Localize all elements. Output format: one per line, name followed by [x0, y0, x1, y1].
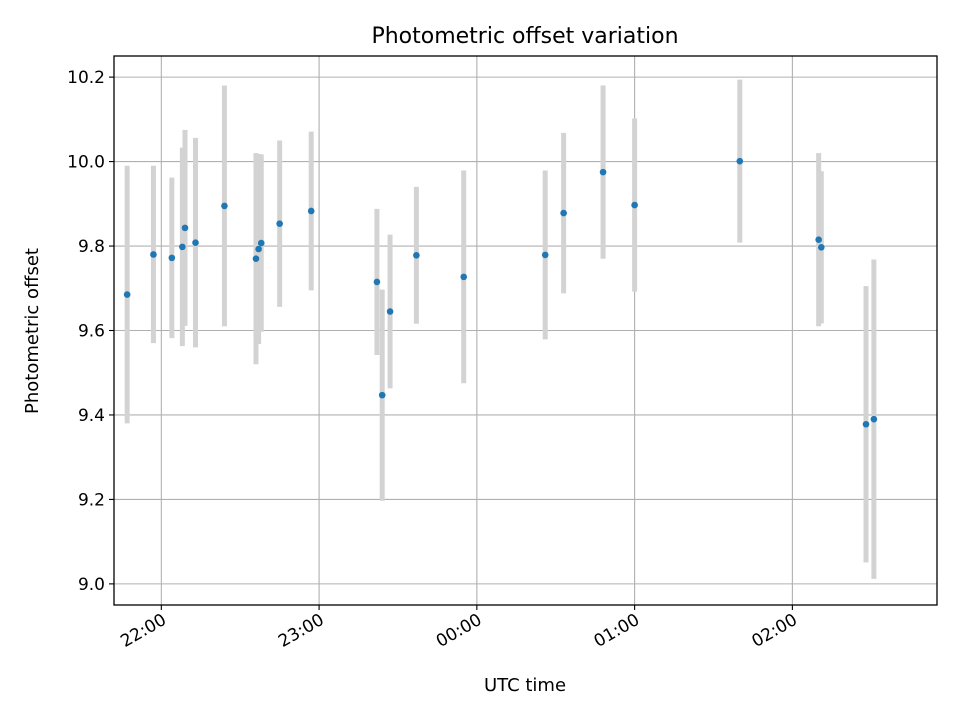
data-point [168, 254, 176, 262]
data-point [179, 243, 186, 251]
data-point [736, 157, 744, 165]
data-point [181, 224, 189, 232]
y-axis-label: Photometric offset [22, 248, 43, 414]
y-axis-ticks: 9.0 9.2 9.4 9.6 9.8 10.0 10.2 [67, 68, 114, 595]
data-point [386, 308, 394, 315]
y-tick-label: 9.4 [78, 406, 105, 426]
data-point [252, 255, 260, 263]
data-point [255, 245, 262, 253]
data-point [815, 236, 822, 244]
x-axis-label: UTC time [484, 675, 566, 696]
data-point [862, 420, 870, 428]
data-point [460, 273, 468, 281]
y-tick-label: 9.0 [78, 575, 105, 595]
data-points [123, 157, 878, 428]
data-point [541, 251, 549, 259]
y-tick-label: 9.2 [78, 490, 105, 510]
y-tick-label: 10.2 [67, 68, 105, 88]
data-point [221, 202, 228, 210]
data-point [123, 291, 131, 298]
y-tick-label: 9.8 [78, 237, 105, 257]
data-point [818, 244, 825, 251]
data-point [378, 391, 386, 399]
data-point [599, 168, 607, 176]
data-point [870, 415, 878, 423]
data-point [192, 239, 199, 246]
data-point [560, 209, 567, 217]
data-point [307, 207, 315, 215]
y-tick-label: 9.6 [78, 322, 105, 342]
data-point [413, 252, 420, 259]
chart-title: Photometric offset variation [371, 24, 678, 49]
data-point [257, 239, 265, 247]
grid [114, 56, 937, 605]
data-point [150, 251, 157, 258]
data-point [631, 201, 638, 209]
y-tick-label: 10.0 [67, 153, 105, 173]
data-point [373, 278, 381, 286]
data-point [276, 220, 283, 227]
